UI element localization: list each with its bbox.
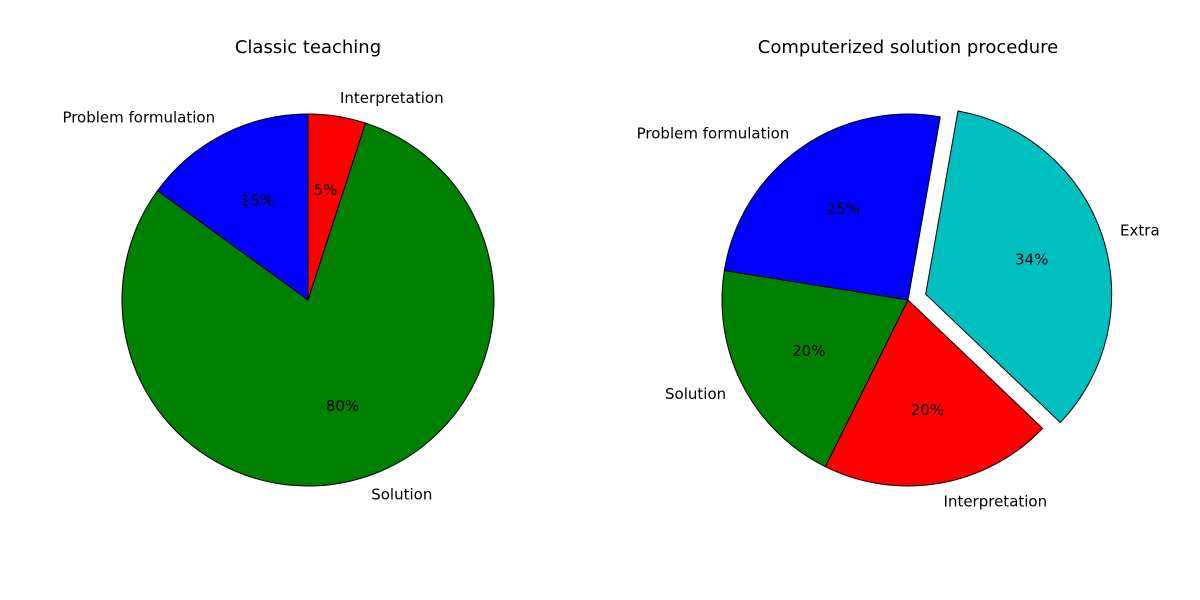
slice-label-interpretation: Interpretation <box>340 89 444 107</box>
slice-label-interpretation: Interpretation <box>944 492 1048 510</box>
pct-label-problem-formulation: 25% <box>827 200 860 218</box>
pie-slice-extra <box>925 110 1113 424</box>
slice-label-extra: Extra <box>1120 221 1160 239</box>
pct-label-extra: 34% <box>1015 250 1048 268</box>
pie-chart-classic-teaching: Classic teaching Problem formulation 15% S… <box>62 37 495 504</box>
pie-chart-computerized-solution: Computerized solution procedure Problem … <box>637 37 1160 510</box>
pct-label-solution: 80% <box>326 397 359 415</box>
pie-slice-problem-formulation <box>723 113 941 301</box>
pie-slice-interpretation <box>307 113 366 301</box>
slice-label-problem-formulation: Problem formulation <box>637 124 790 142</box>
chart-title: Computerized solution procedure <box>758 37 1058 58</box>
pct-label-interpretation: 5% <box>314 181 338 199</box>
slice-label-problem-formulation: Problem formulation <box>62 109 215 127</box>
pct-label-problem-formulation: 15% <box>241 192 274 210</box>
slice-label-solution: Solution <box>371 486 432 504</box>
slice-label-solution: Solution <box>665 385 726 403</box>
pie-slice-solution <box>121 122 495 487</box>
pie-slice-interpretation <box>824 299 1044 487</box>
pie-slice-problem-formulation <box>157 113 309 301</box>
pct-label-solution: 20% <box>792 342 825 360</box>
chart-title: Classic teaching <box>235 37 381 58</box>
pie-slice-solution <box>721 270 909 468</box>
pct-label-interpretation: 20% <box>911 401 944 419</box>
